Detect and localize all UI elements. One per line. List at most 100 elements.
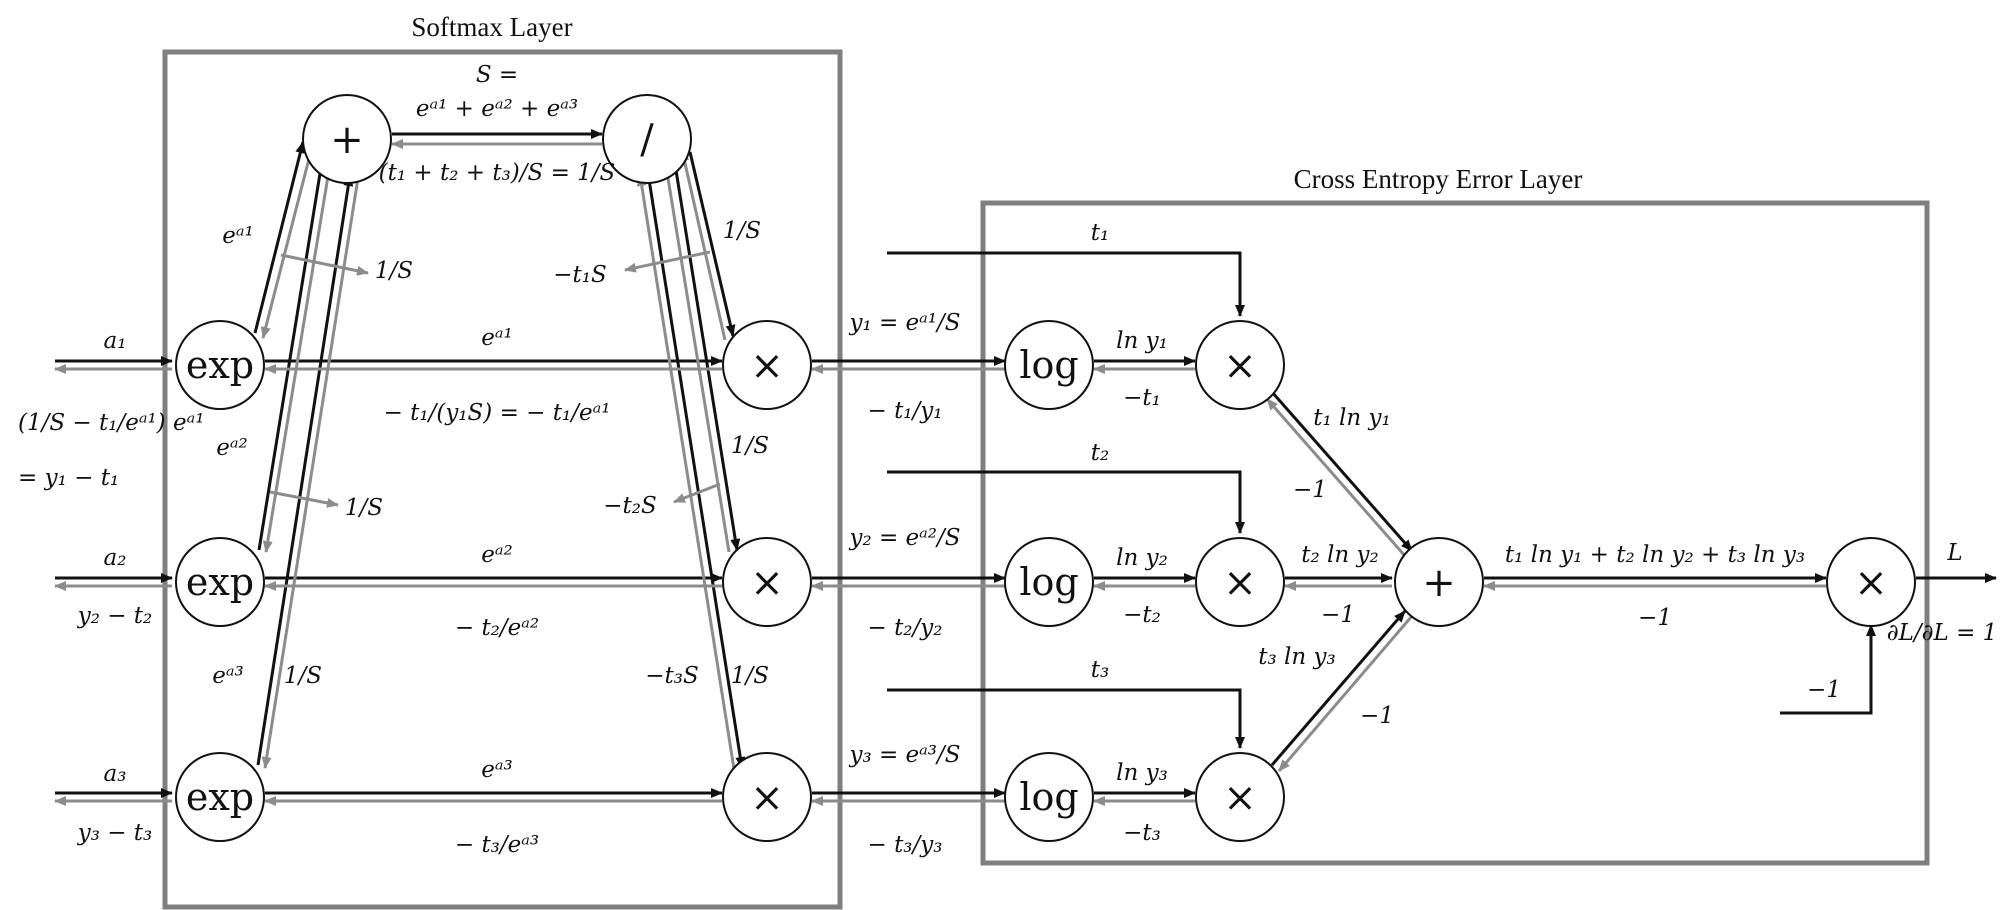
label-lny3: ln y₃ [1116,760,1168,786]
label-back-a1-line2: = y₁ − t₁ [18,465,119,491]
label-inv-S-b: 1/S [345,495,383,521]
label-back-y2: − t₂/y₂ [867,615,942,641]
label-y2: y₂ = eᵃ²/S [848,525,960,551]
label-inv-S-f: 1/S [731,663,769,689]
edge-plus-times3-back [1277,615,1414,772]
annot-arrow-1 [280,253,369,276]
annot-arrow-2 [269,490,339,508]
label-lny2: ln y₂ [1116,545,1168,571]
label-neg-t2: −t₂ [1123,602,1161,628]
node-plus-cee-label: + [1422,560,1456,606]
label-back-a1-line1: (1/S − t₁/eᵃ¹) eᵃ¹ [18,410,204,436]
edge-neg1-final-input [1780,624,1876,715]
annot-arrow-3 [624,250,711,273]
node-times-1-label: × [750,343,784,389]
label-t2lny2: t₂ ln y₂ [1301,542,1378,568]
edge-times2-divide-back [662,165,731,553]
node-exp-2: exp [175,537,265,627]
node-divide-label: / [640,117,654,163]
edge-exp2-plus [257,154,327,551]
annot-arrow-4 [673,482,721,504]
node-exp-2-label: exp [186,560,254,604]
label-a1: a₁ [104,328,127,354]
label-back-y3: − t₃/y₃ [867,832,942,858]
node-times-cee-2: × [1195,537,1285,627]
label-ea1-mid: eᵃ¹ [481,325,512,351]
label-neg-t2S: −t₂S [603,493,657,519]
node-times-cee-3: × [1195,752,1285,842]
label-lny1: ln y₁ [1116,328,1168,354]
node-log-1-label: log [1019,343,1078,387]
node-times-2-label: × [750,560,784,606]
node-times-1: × [722,320,812,410]
label-inv-S-a: 1/S [375,258,413,284]
label-sum-t-over-S: (t₁ + t₂ + t₃)/S = 1/S [379,160,616,186]
softmax-layer-box [162,49,843,910]
node-plus-cee: + [1394,537,1484,627]
edge-divide-times1 [688,151,736,337]
node-times-final-label: × [1854,560,1888,606]
label-a3: a₃ [104,761,127,787]
label-t3: t₃ [1091,657,1109,683]
label-sum-all: t₁ ln y₁ + t₂ ln y₂ + t₃ ln y₃ [1505,542,1805,568]
edge-plus-exp3-back [261,177,360,769]
node-log-2-label: log [1019,560,1078,604]
node-times-3-label: × [750,775,784,821]
label-y1: y₁ = eᵃ¹/S [848,310,960,336]
edge-times3-divide-back [636,174,736,770]
node-exp-1: exp [175,320,265,410]
node-plus-softmax: + [302,94,392,184]
label-ea3-up: eᵃ³ [212,663,243,689]
edge-exp3-plus [256,174,354,766]
label-inv-S-e: 1/S [731,433,769,459]
softmax-layer-title: Softmax Layer [411,12,572,42]
label-neg-t3: −t₃ [1123,820,1161,846]
label-S-def-1: S = [476,62,518,88]
edge-divide-times2 [673,163,741,551]
edge-t1-input [887,251,1245,317]
label-ea2-up: eᵃ² [216,435,247,461]
edge-plus-times1-back [1265,398,1407,557]
label-inv-S-d: 1/S [723,218,761,244]
label-neg1-b: −1 [1321,602,1355,628]
node-divide: / [602,94,692,184]
label-back-y1: − t₁/y₁ [867,398,942,424]
node-plus-softmax-label: + [330,117,364,163]
label-t1: t₁ [1091,220,1109,246]
label-t1lny1: t₁ ln y₁ [1313,405,1390,431]
label-ea3-mid: eᵃ³ [481,757,512,783]
label-a2: a₂ [104,545,127,571]
label-y3: y₃ = eᵃ³/S [848,742,960,768]
node-times-final: × [1826,537,1916,627]
node-times-2: × [722,537,812,627]
edge-exp1-plus [253,141,306,334]
node-times-cee-3-label: × [1223,775,1257,821]
node-times-cee-2-label: × [1223,560,1257,606]
node-times-cee-1: × [1195,320,1285,410]
label-back-mid2: − t₂/eᵃ² [455,615,539,641]
node-log-3: log [1004,752,1094,842]
edge-divide-times3 [646,172,746,769]
label-neg1-e: −1 [1807,677,1841,703]
node-log-1: log [1004,320,1094,410]
edge-plus-exp1-back [260,146,314,339]
label-neg1-c: −1 [1360,703,1394,729]
label-back-a2: y₂ − t₂ [77,603,153,629]
cross-entropy-layer-title: Cross Entropy Error Layer [1294,164,1583,194]
edge-t3-input [887,688,1245,749]
label-L: L [1946,540,1962,566]
label-inv-S-c: 1/S [284,663,322,689]
label-neg1-a: −1 [1293,477,1327,503]
edge-plus-exp2-back [262,157,333,553]
edge-times1-plus [1270,391,1414,552]
label-back-a3: y₃ − t₃ [77,820,153,846]
label-S-def-2: eᵃ¹ + eᵃ² + eᵃ³ [416,96,578,122]
cross-entropy-layer-box [980,200,1930,866]
node-exp-3: exp [175,752,265,842]
label-ea1-up: eᵃ¹ [222,223,253,249]
node-log-3-label: log [1019,775,1078,819]
node-exp-3-label: exp [186,775,254,819]
node-exp-1-label: exp [186,343,254,387]
label-back-mid1: − t₁/(y₁S) = − t₁/eᵃ¹ [384,400,611,426]
